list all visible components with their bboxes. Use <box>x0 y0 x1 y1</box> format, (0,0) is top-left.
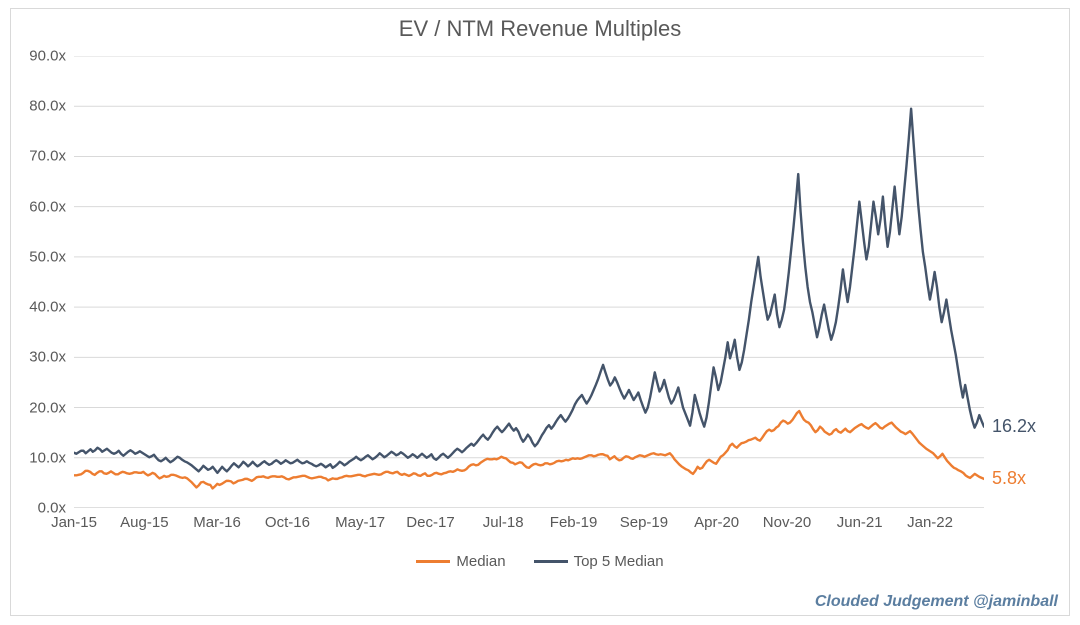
end-label-median: 5.8x <box>992 468 1026 489</box>
series-median <box>74 411 984 488</box>
end-label-top5: 16.2x <box>992 416 1036 437</box>
plot-area <box>74 56 984 508</box>
y-tick-label: 40.0x <box>16 299 66 316</box>
legend-label: Top 5 Median <box>574 553 664 570</box>
legend-swatch <box>416 560 450 563</box>
x-tick-label: Apr-20 <box>694 514 739 531</box>
y-tick-label: 50.0x <box>16 248 66 265</box>
chart-stage: EV / NTM Revenue Multiples 0.0x10.0x20.0… <box>0 0 1080 625</box>
legend-swatch <box>534 560 568 563</box>
x-tick-label: Jan-15 <box>51 514 97 531</box>
x-tick-label: May-17 <box>335 514 385 531</box>
x-tick-label: Feb-19 <box>550 514 598 531</box>
chart-title: EV / NTM Revenue Multiples <box>0 16 1080 42</box>
x-tick-label: Aug-15 <box>120 514 168 531</box>
x-tick-label: Nov-20 <box>763 514 811 531</box>
series-top5 <box>74 109 984 473</box>
legend-item: Top 5 Median <box>534 553 664 570</box>
y-tick-label: 80.0x <box>16 98 66 115</box>
x-tick-label: Oct-16 <box>265 514 310 531</box>
x-tick-label: Jan-22 <box>907 514 953 531</box>
legend-item: Median <box>416 553 505 570</box>
x-tick-label: Jun-21 <box>837 514 883 531</box>
y-tick-label: 10.0x <box>16 449 66 466</box>
x-tick-label: Dec-17 <box>406 514 454 531</box>
y-tick-label: 60.0x <box>16 198 66 215</box>
x-tick-label: Sep-19 <box>620 514 668 531</box>
y-tick-label: 90.0x <box>16 48 66 65</box>
y-tick-label: 20.0x <box>16 399 66 416</box>
y-tick-label: 70.0x <box>16 148 66 165</box>
legend: Median Top 5 Median <box>0 550 1080 570</box>
attribution: Clouded Judgement @jaminball <box>815 593 1058 611</box>
x-tick-label: Mar-16 <box>193 514 241 531</box>
plot-svg <box>74 56 984 508</box>
x-tick-label: Jul-18 <box>483 514 524 531</box>
legend-label: Median <box>456 553 505 570</box>
y-tick-label: 30.0x <box>16 349 66 366</box>
